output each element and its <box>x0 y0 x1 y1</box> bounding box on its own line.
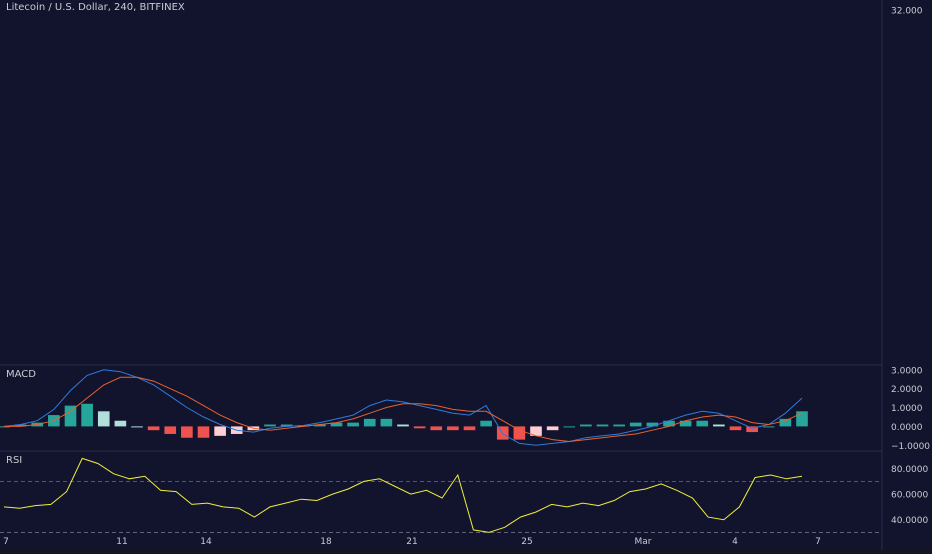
macd-histogram-bar <box>280 424 293 427</box>
macd-histogram-bar <box>563 426 576 428</box>
macd-histogram-bar <box>347 422 359 427</box>
macd-label: MACD <box>6 369 36 380</box>
rsi-line <box>3 457 803 533</box>
macd-histogram-bar <box>397 424 409 427</box>
macd-pane <box>0 369 808 446</box>
macd-histogram-bar <box>796 411 808 427</box>
x-tick-label: 7 <box>3 537 9 547</box>
rsi-label: RSI <box>6 455 23 466</box>
macd-y-tick-label: 3.0000 <box>891 366 923 376</box>
x-tick-label: 14 <box>200 537 212 547</box>
x-tick-label: 11 <box>116 537 127 547</box>
macd-histogram-bar <box>629 422 642 427</box>
macd-y-tick-label: 0.0000 <box>891 423 923 433</box>
signal-line <box>4 376 803 443</box>
macd-histogram-bar <box>97 411 110 427</box>
macd-y-tick-label: 1.0000 <box>891 404 923 414</box>
macd-histogram-bar <box>513 426 526 440</box>
macd-histogram-bar <box>81 403 93 427</box>
macd-histogram-bar <box>613 424 625 427</box>
chart-title: Litecoin / U.S. Dollar, 240, BITFINEX <box>6 2 185 13</box>
macd-histogram-bar <box>164 426 177 434</box>
macd-histogram-bar <box>480 420 492 427</box>
macd-histogram-bar <box>64 405 77 427</box>
x-tick-label: 4 <box>732 537 738 547</box>
macd-histogram-bar <box>131 426 143 428</box>
y-tick-label: 32.000 <box>891 7 923 17</box>
macd-y-tick-label: 2.0000 <box>891 385 923 395</box>
x-tick-label: 25 <box>521 537 532 547</box>
macd-histogram-bar <box>114 420 127 427</box>
x-tick-label: 18 <box>320 537 332 547</box>
macd-histogram-bar <box>779 418 792 427</box>
macd-histogram-bar <box>147 426 160 431</box>
macd-histogram-bar <box>679 420 692 427</box>
macd-histogram-bar <box>0 426 10 428</box>
x-tick-label: Mar <box>635 537 652 547</box>
macd-histogram-bar <box>580 424 592 427</box>
macd-histogram-bar <box>181 426 193 438</box>
macd-histogram-bar <box>264 424 276 427</box>
macd-histogram-bar <box>197 426 210 438</box>
rsi-y-tick-label: 80.0000 <box>891 465 928 475</box>
macd-histogram-bar <box>729 426 742 431</box>
time-axis: 7 11 14 18 21 25 Mar 4 7 <box>3 537 821 547</box>
macd-histogram-bar <box>546 426 559 431</box>
macd-histogram-bar <box>447 426 459 431</box>
macd-histogram-bar <box>696 420 709 427</box>
macd-histogram-bar <box>646 422 659 427</box>
rsi-pane <box>0 457 882 533</box>
price-axis: 32.00060.00054.00050.00040.00039.50036.0… <box>891 7 930 527</box>
macd-y-tick-label: −1.0000 <box>891 442 930 452</box>
macd-histogram-bar <box>380 418 393 427</box>
macd-histogram-bar <box>14 424 27 427</box>
macd-histogram-bar <box>713 424 725 427</box>
x-tick-label: 21 <box>406 537 417 547</box>
macd-histogram-bar <box>762 426 775 428</box>
rsi-y-tick-label: 40.0000 <box>891 516 928 526</box>
grid-layer <box>0 0 883 550</box>
macd-histogram-bar <box>330 422 343 427</box>
macd-histogram-bar <box>463 426 476 431</box>
macd-histogram-bar <box>413 426 426 429</box>
macd-histogram-bar <box>530 426 542 436</box>
macd-histogram-bar <box>363 418 376 427</box>
macd-histogram-bar <box>314 424 326 427</box>
macd-histogram-bar <box>663 420 675 427</box>
macd-histogram-bar <box>596 424 609 427</box>
rsi-y-tick-label: 60.0000 <box>891 491 928 501</box>
x-tick-label: 7 <box>815 537 821 547</box>
macd-histogram-bar <box>430 426 443 431</box>
macd-histogram-bar <box>214 426 226 436</box>
macd-histogram-bar <box>746 426 758 433</box>
